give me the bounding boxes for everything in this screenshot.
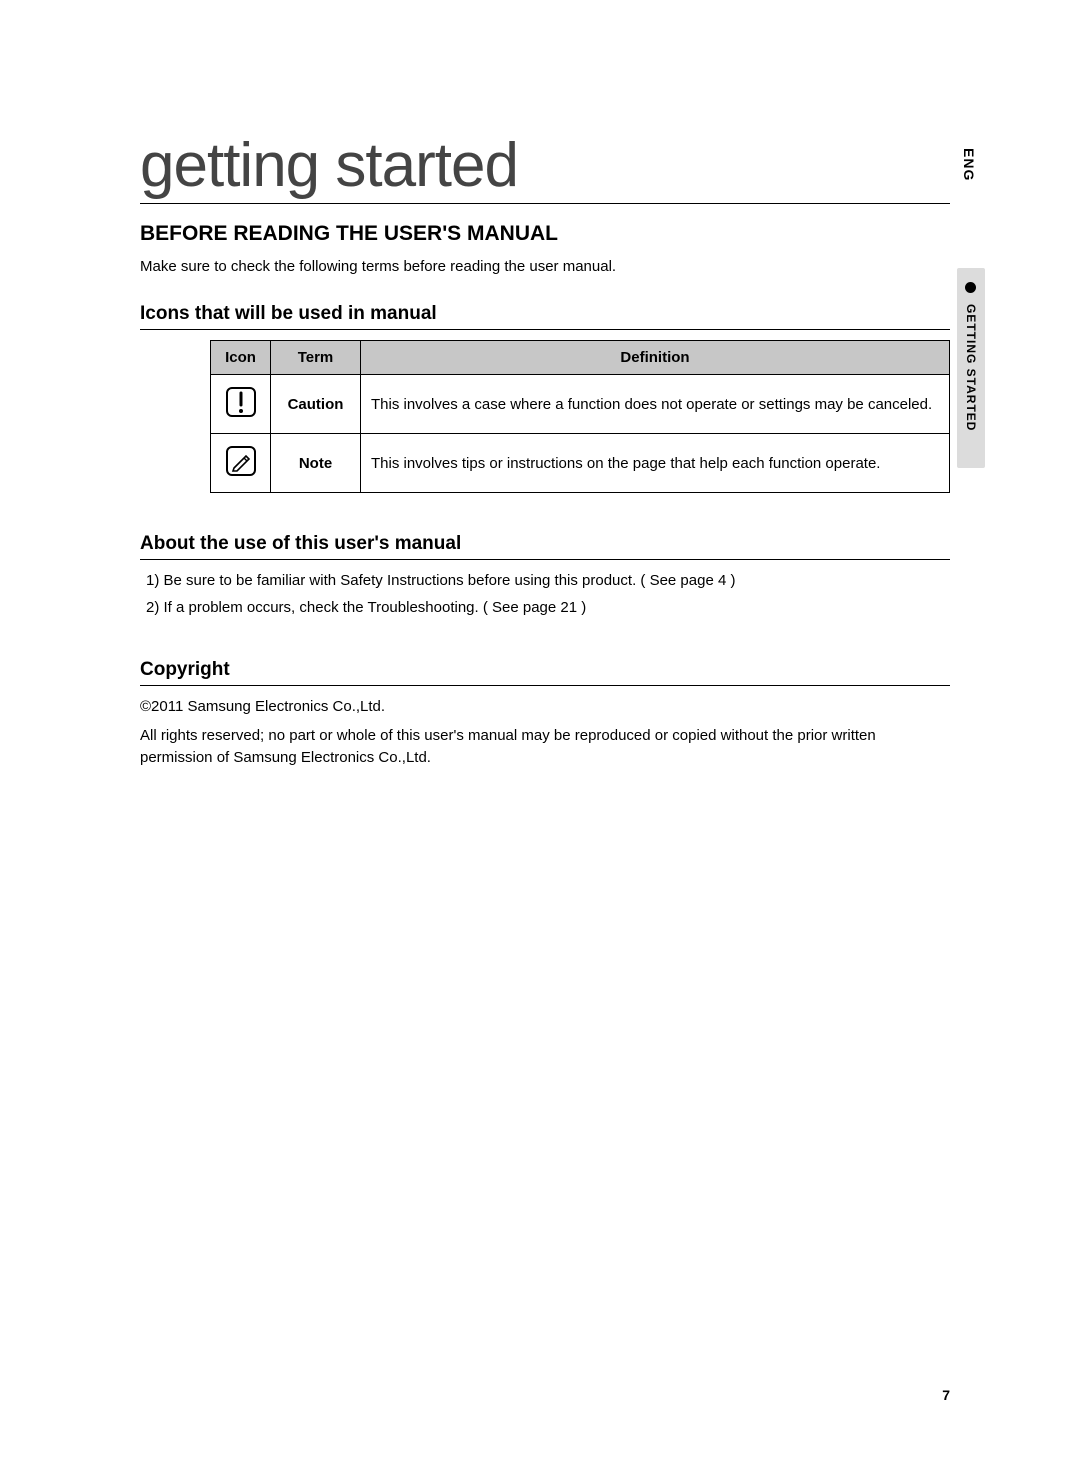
term-cell: Caution xyxy=(271,375,361,434)
page-title: getting started xyxy=(140,130,950,204)
about-list: 1) Be sure to be familiar with Safety In… xyxy=(140,570,950,619)
table-row: Note This involves tips or instructions … xyxy=(211,434,950,493)
manual-page: getting started BEFORE READING THE USER'… xyxy=(0,0,1080,1473)
about-subheading: About the use of this user's manual xyxy=(140,533,950,560)
side-tab: ENG GETTING STARTED xyxy=(957,148,985,468)
term-cell: Note xyxy=(271,434,361,493)
side-tab-bullet-icon xyxy=(965,282,976,293)
copyright-line: All rights reserved; no part or whole of… xyxy=(140,725,950,770)
table-row: Caution This involves a case where a fun… xyxy=(211,375,950,434)
side-tab-section: GETTING STARTED xyxy=(964,304,978,431)
copyright-subheading: Copyright xyxy=(140,659,950,686)
definition-cell: This involves tips or instructions on th… xyxy=(361,434,950,493)
copyright-line: ©2011 Samsung Electronics Co.,Ltd. xyxy=(140,696,950,719)
intro-text: Make sure to check the following terms b… xyxy=(140,258,950,275)
list-item: 2) If a problem occurs, check the Troubl… xyxy=(146,597,950,620)
list-item: 1) Be sure to be familiar with Safety In… xyxy=(146,570,950,593)
side-tab-lang: ENG xyxy=(961,148,977,181)
icons-subheading: Icons that will be used in manual xyxy=(140,303,950,330)
section-heading: BEFORE READING THE USER'S MANUAL xyxy=(140,222,950,246)
icon-table: Icon Term Definition Caution This i xyxy=(210,340,950,493)
caution-icon-cell xyxy=(211,375,271,434)
caution-icon xyxy=(224,385,258,419)
page-number: 7 xyxy=(942,1387,950,1403)
note-icon xyxy=(224,444,258,478)
th-icon: Icon xyxy=(211,341,271,375)
note-icon-cell xyxy=(211,434,271,493)
definition-cell: This involves a case where a function do… xyxy=(361,375,950,434)
th-term: Term xyxy=(271,341,361,375)
th-definition: Definition xyxy=(361,341,950,375)
icon-table-wrap: Icon Term Definition Caution This i xyxy=(140,340,950,493)
copyright-block: ©2011 Samsung Electronics Co.,Ltd. All r… xyxy=(140,696,950,770)
